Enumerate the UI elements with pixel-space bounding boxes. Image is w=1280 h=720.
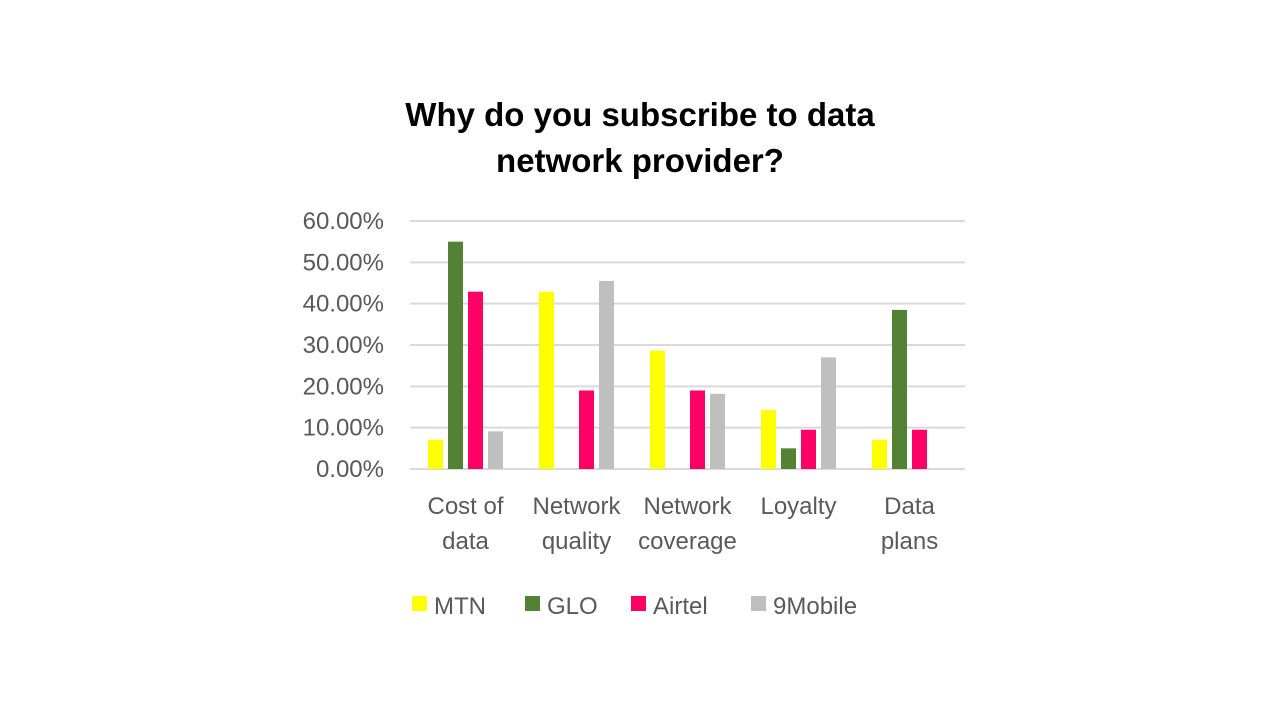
bar-9mobile-2 (710, 393, 725, 469)
bar-9mobile-3 (821, 357, 836, 469)
bar-airtel-1 (579, 390, 594, 469)
bar-glo-3 (781, 448, 796, 469)
x-category-label: quality (542, 528, 611, 555)
bar-airtel-0 (468, 291, 483, 469)
x-category-label: Loyalty (760, 493, 836, 520)
y-tick-label: 60.00% (303, 208, 384, 235)
bar-mtn-3 (761, 409, 776, 469)
x-category-label: Network (532, 493, 621, 520)
bar-mtn-4 (872, 439, 887, 469)
legend: MTN GLO Airtel 9Mobile (412, 593, 857, 620)
x-category-label: plans (881, 528, 938, 555)
bar-9mobile-0 (488, 431, 503, 469)
legend-swatch-airtel (631, 596, 646, 611)
y-tick-label: 40.00% (303, 291, 384, 318)
bar-glo-4 (892, 309, 907, 469)
y-tick-label: 30.00% (303, 332, 384, 359)
bar-mtn-2 (650, 350, 665, 469)
legend-swatch-glo (525, 596, 540, 611)
y-tick-label: 10.00% (303, 415, 384, 442)
x-category-label: Network (643, 493, 732, 520)
x-category-label: data (442, 528, 489, 555)
x-category-label: Cost of (427, 493, 503, 520)
y-axis-tick-labels: 0.00% 10.00% 20.00% 30.00% 40.00% 50.00% 60.00… (303, 208, 384, 483)
legend-label-glo: GLO (547, 593, 598, 620)
legend-swatch-9mobile (751, 596, 766, 611)
legend-label-9mobile: 9Mobile (773, 593, 857, 620)
bar-airtel-2 (690, 390, 705, 469)
legend-label-mtn: MTN (434, 593, 486, 620)
bar-mtn-0 (428, 439, 443, 469)
y-tick-label: 20.00% (303, 373, 384, 400)
bar-9mobile-1 (599, 280, 614, 469)
bars (428, 241, 927, 469)
x-category-label: coverage (638, 528, 737, 555)
chart-title: Why do you subscribe to data network pro… (405, 96, 875, 179)
legend-label-airtel: Airtel (653, 593, 708, 620)
y-tick-label: 50.00% (303, 249, 384, 276)
y-tick-label: 0.00% (316, 456, 384, 483)
bar-mtn-1 (539, 291, 554, 469)
bar-glo-0 (448, 241, 463, 469)
bar-airtel-3 (801, 429, 816, 469)
x-category-label: Data (884, 493, 935, 520)
bar-airtel-4 (912, 429, 927, 469)
legend-swatch-mtn (412, 596, 427, 611)
x-axis-category-labels: Cost of data Network quality Network coverage… (427, 493, 938, 555)
